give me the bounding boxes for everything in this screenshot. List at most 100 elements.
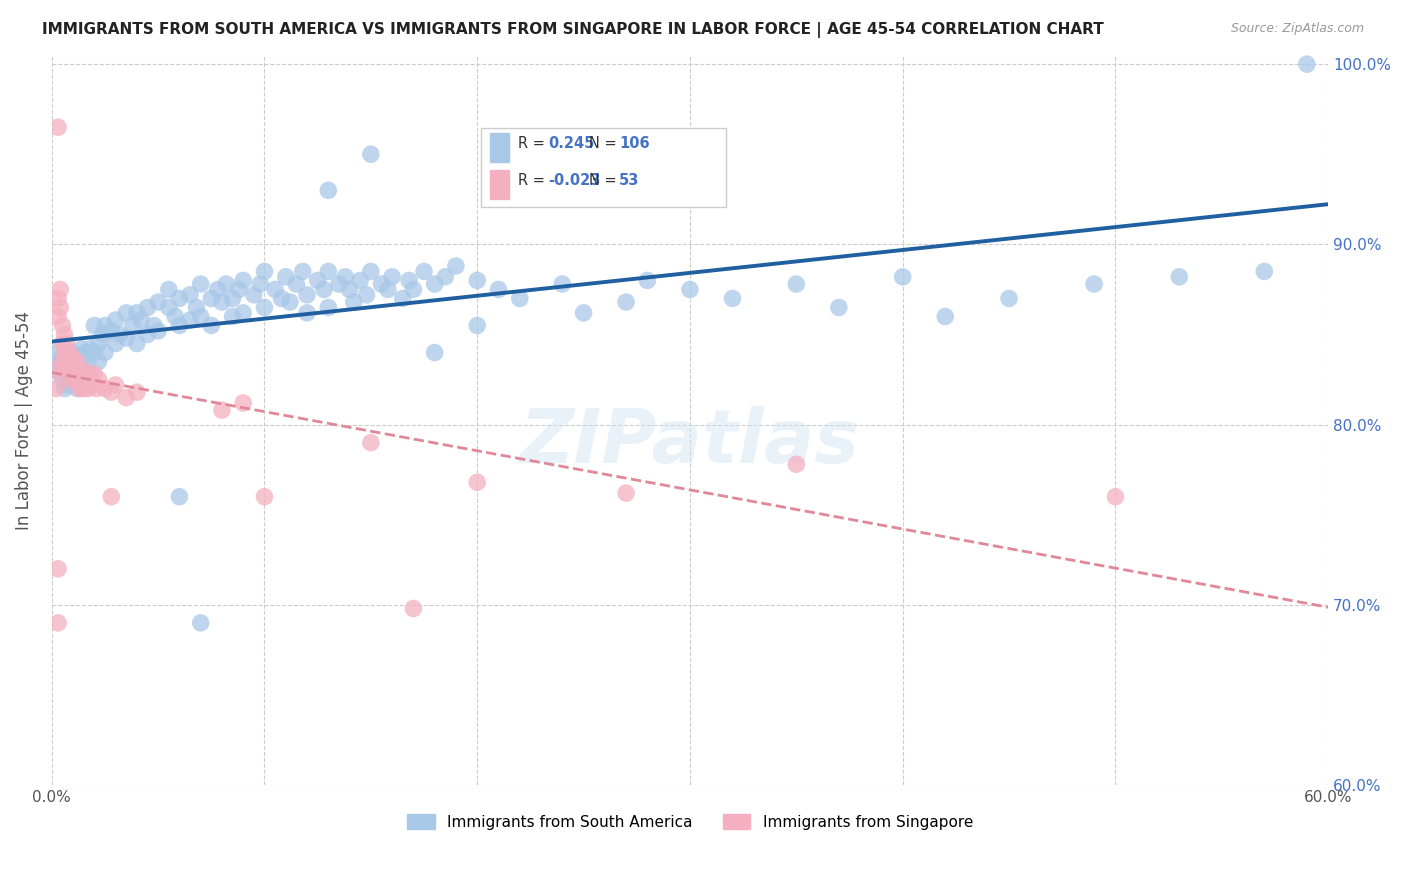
Point bbox=[1295, 57, 1317, 71]
Point bbox=[66, 354, 89, 368]
Point bbox=[356, 288, 378, 302]
Point bbox=[146, 324, 169, 338]
Point bbox=[59, 349, 82, 363]
Point bbox=[370, 277, 392, 291]
Point bbox=[679, 282, 702, 296]
Point bbox=[465, 273, 488, 287]
Point bbox=[169, 318, 191, 333]
Point bbox=[66, 382, 89, 396]
Point bbox=[67, 363, 90, 377]
Point bbox=[572, 306, 595, 320]
Point bbox=[169, 292, 191, 306]
Text: IMMIGRANTS FROM SOUTH AMERICA VS IMMIGRANTS FROM SINGAPORE IN LABOR FORCE | AGE : IMMIGRANTS FROM SOUTH AMERICA VS IMMIGRA… bbox=[42, 22, 1104, 38]
Point bbox=[328, 277, 350, 291]
Point bbox=[66, 373, 89, 387]
Text: Source: ZipAtlas.com: Source: ZipAtlas.com bbox=[1230, 22, 1364, 36]
Point bbox=[146, 295, 169, 310]
Point bbox=[360, 435, 382, 450]
Point bbox=[1253, 264, 1275, 278]
Point bbox=[402, 282, 425, 296]
Point bbox=[291, 264, 314, 278]
Point bbox=[377, 282, 399, 296]
Point bbox=[488, 282, 510, 296]
Point bbox=[73, 382, 96, 396]
Point bbox=[316, 264, 339, 278]
Point bbox=[115, 331, 138, 345]
Point bbox=[179, 288, 201, 302]
Point bbox=[104, 313, 127, 327]
Point bbox=[91, 327, 114, 342]
Point bbox=[67, 354, 90, 368]
Point bbox=[509, 292, 531, 306]
Point bbox=[186, 301, 208, 315]
Point bbox=[51, 354, 73, 368]
Point bbox=[249, 277, 271, 291]
Point bbox=[58, 363, 80, 377]
Point bbox=[53, 363, 76, 377]
Point bbox=[46, 310, 69, 324]
Point bbox=[100, 324, 122, 338]
Point bbox=[45, 345, 67, 359]
Point bbox=[207, 282, 229, 296]
Point bbox=[115, 306, 138, 320]
Point bbox=[58, 345, 80, 359]
Point bbox=[55, 336, 77, 351]
Point bbox=[46, 615, 69, 630]
Point bbox=[136, 327, 159, 342]
Point bbox=[49, 282, 72, 296]
Point bbox=[316, 183, 339, 197]
Point bbox=[94, 318, 117, 333]
Point bbox=[614, 295, 637, 310]
Point bbox=[104, 378, 127, 392]
Point bbox=[66, 349, 89, 363]
Point bbox=[891, 269, 914, 284]
Point bbox=[53, 359, 76, 374]
Point bbox=[228, 282, 250, 296]
Point bbox=[75, 373, 97, 387]
Text: N =: N = bbox=[589, 136, 616, 151]
Text: -0.023: -0.023 bbox=[548, 173, 600, 188]
Point bbox=[46, 120, 69, 135]
Point bbox=[253, 301, 276, 315]
Point bbox=[190, 310, 212, 324]
Point bbox=[79, 342, 101, 356]
Point bbox=[614, 486, 637, 500]
Point bbox=[190, 615, 212, 630]
Point bbox=[253, 490, 276, 504]
Legend: Immigrants from South America, Immigrants from Singapore: Immigrants from South America, Immigrant… bbox=[401, 807, 979, 836]
Text: R =: R = bbox=[517, 136, 544, 151]
Point bbox=[295, 306, 318, 320]
Point bbox=[125, 385, 148, 400]
Point bbox=[998, 292, 1021, 306]
Point bbox=[83, 367, 105, 381]
Point bbox=[264, 282, 287, 296]
Point bbox=[316, 301, 339, 315]
Point bbox=[285, 277, 308, 291]
Point bbox=[73, 349, 96, 363]
Point bbox=[165, 310, 187, 324]
Point bbox=[121, 318, 143, 333]
Point bbox=[434, 269, 457, 284]
Point bbox=[55, 354, 77, 368]
Point bbox=[46, 292, 69, 306]
Point bbox=[1168, 269, 1191, 284]
Point bbox=[381, 269, 404, 284]
Point bbox=[53, 345, 76, 359]
Point bbox=[67, 382, 90, 396]
Point bbox=[79, 367, 101, 381]
Point bbox=[51, 373, 73, 387]
Text: ZIPatlas: ZIPatlas bbox=[520, 406, 860, 478]
Point bbox=[55, 373, 77, 387]
Point bbox=[270, 292, 292, 306]
Point bbox=[274, 269, 297, 284]
Point bbox=[125, 306, 148, 320]
Point bbox=[785, 457, 807, 471]
Point bbox=[444, 259, 467, 273]
Point bbox=[46, 363, 69, 377]
Point bbox=[785, 277, 807, 291]
Point bbox=[465, 318, 488, 333]
Point bbox=[211, 295, 233, 310]
Point bbox=[551, 277, 574, 291]
Text: 0.245: 0.245 bbox=[548, 136, 595, 151]
Point bbox=[58, 378, 80, 392]
